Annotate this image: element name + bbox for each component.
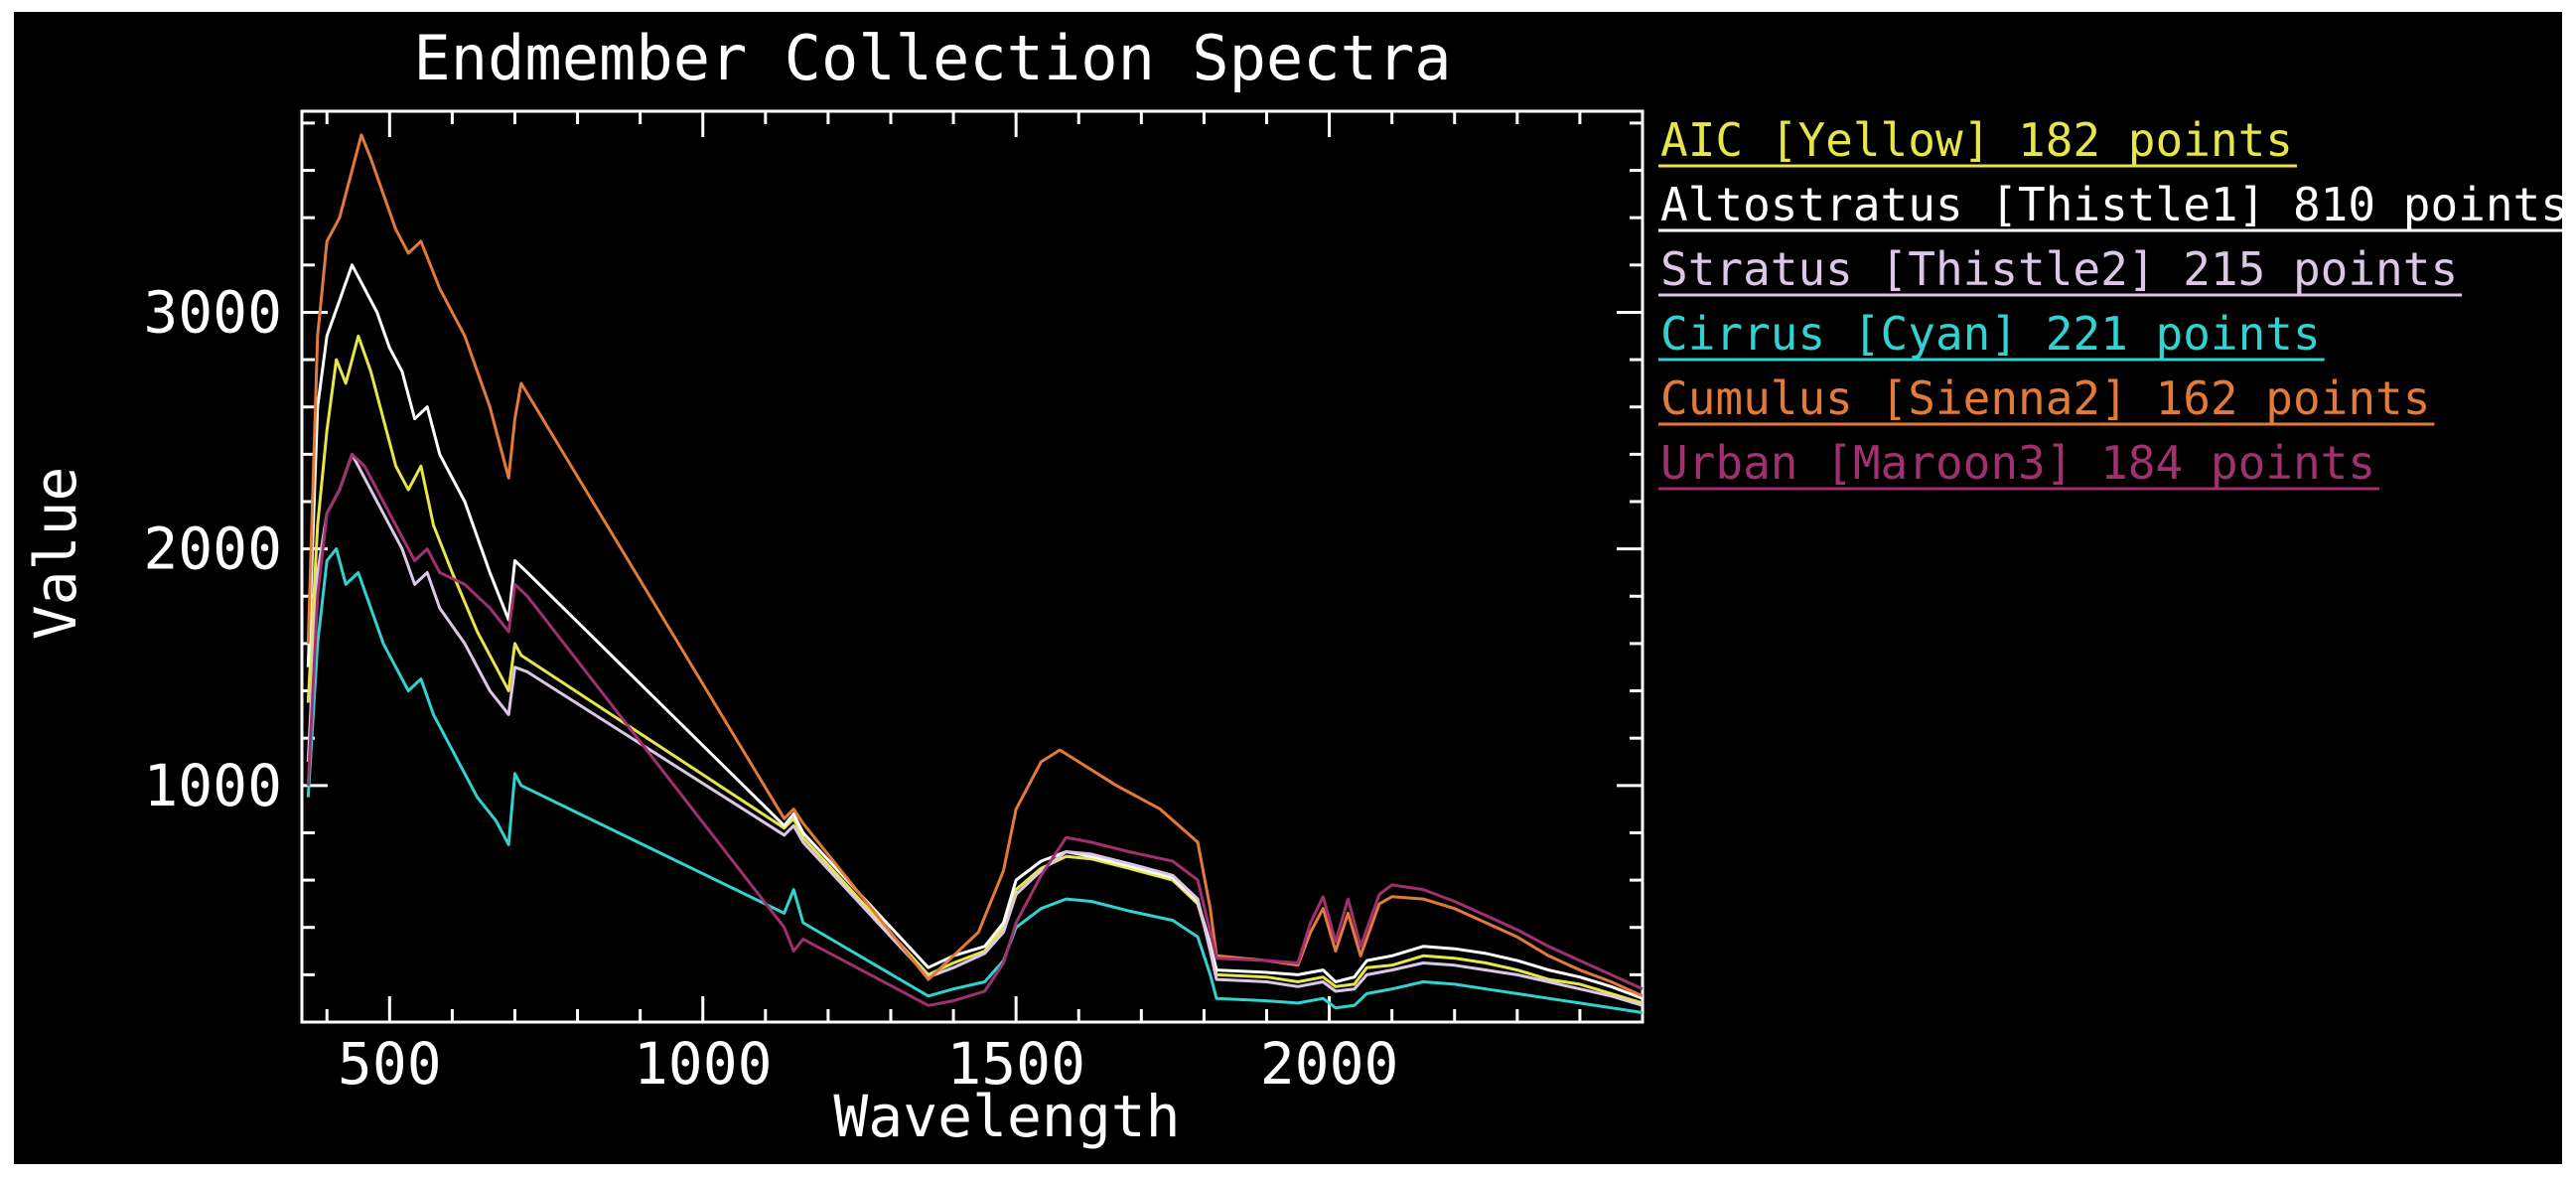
series-line-2	[306, 452, 1644, 1007]
x-tick-label: 2000	[1260, 1030, 1399, 1098]
legend-entry-5: Urban [Maroon3] 184 points	[1660, 436, 2375, 490]
y-tick-label: 1000	[143, 752, 282, 819]
y-tick-label: 2000	[143, 515, 282, 583]
x-tick-label: 500	[338, 1030, 442, 1098]
x-axis-label: Wavelength	[833, 1083, 1180, 1150]
plot-window: Endmember Collection Spectra Wavelength …	[14, 12, 2562, 1164]
legend-entry-0: AIC [Yellow] 182 points	[1660, 113, 2293, 167]
legend: AIC [Yellow] 182 points Altostratus [This…	[1658, 113, 2562, 491]
series-line-5	[306, 452, 1644, 1007]
series-line-0	[306, 334, 1644, 1005]
tick-labels: 500 1000 1500 2000 1000 2000 3000	[143, 278, 1398, 1098]
chart-title: Endmember Collection Spectra	[413, 22, 1451, 94]
x-tick-label: 1000	[634, 1030, 773, 1098]
series-line-1	[306, 263, 1644, 1000]
axes	[300, 109, 1645, 1024]
plot-frame	[300, 109, 1645, 1024]
series-lines	[306, 133, 1644, 1014]
y-tick-label: 3000	[143, 278, 282, 346]
legend-entry-2: Stratus [Thistle2] 215 points	[1660, 242, 2458, 296]
series-line-4	[306, 133, 1644, 998]
legend-entry-1: Altostratus [Thistle1] 810 points	[1660, 178, 2562, 231]
x-tick-label: 1500	[946, 1030, 1085, 1098]
y-axis-label: Value	[22, 467, 89, 641]
legend-entry-4: Cumulus [Sienna2] 162 points	[1660, 371, 2430, 425]
legend-entry-3: Cirrus [Cyan] 221 points	[1660, 307, 2321, 361]
spectra-chart: Endmember Collection Spectra Wavelength …	[22, 22, 2562, 1150]
